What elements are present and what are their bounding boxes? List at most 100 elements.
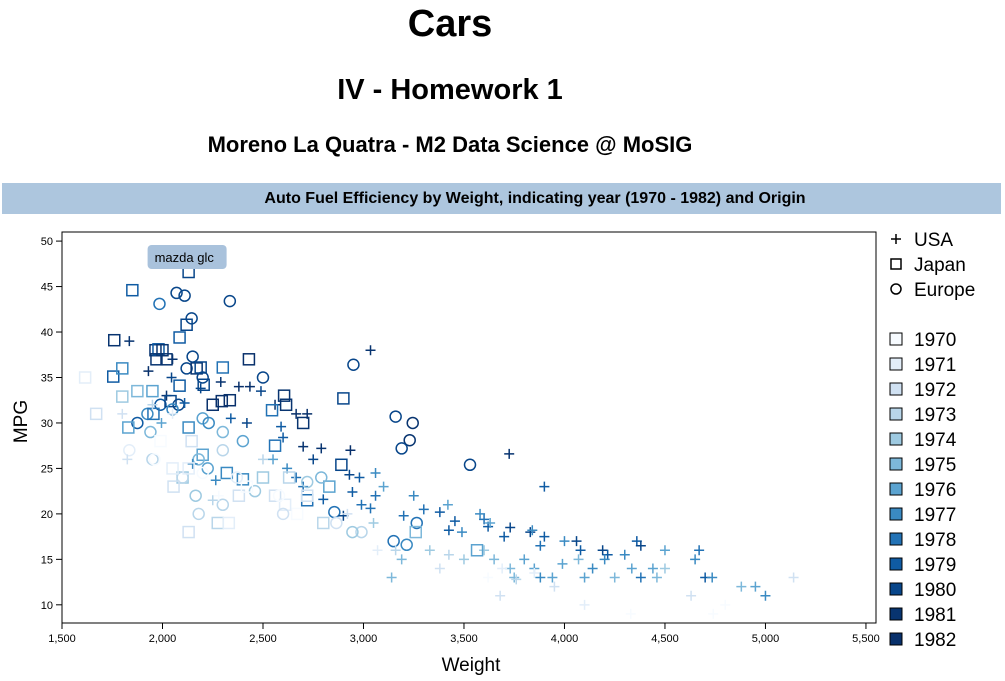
x-tick: 1,500 (48, 623, 76, 645)
usa-point (278, 432, 289, 443)
y-tick-label: 40 (41, 327, 53, 339)
usa-point (479, 514, 490, 525)
usa-point (659, 563, 670, 574)
usa-point (535, 572, 546, 583)
usa-point (635, 572, 646, 583)
x-tick: 2,000 (149, 623, 176, 645)
usa-point (233, 381, 244, 392)
usa-point (244, 381, 255, 392)
y-axis: 10 15 20 25 30 35 40 45 50 (41, 236, 62, 612)
y-tick: 25 (41, 463, 62, 475)
y-tick: 45 (41, 282, 62, 294)
year-swatch (889, 607, 903, 621)
x-axis-label: Weight (442, 655, 502, 676)
legend-item-year-1980: 1980 (889, 580, 956, 601)
year-swatch (889, 357, 903, 371)
page-title: Cars (407, 3, 493, 45)
usa-point (626, 563, 637, 574)
legend-item-year-1979: 1979 (889, 555, 956, 576)
legend-label: 1979 (914, 555, 956, 576)
chart-title: Auto Fuel Efficiency by Weight, indicati… (264, 190, 806, 207)
europe-point (248, 484, 262, 498)
europe-point (403, 433, 416, 447)
usa-point (167, 408, 178, 419)
japan-point (182, 525, 195, 539)
x-tick-label: 4,000 (551, 633, 579, 645)
japan-point (152, 343, 165, 356)
europe-point (347, 358, 360, 372)
europe-point (395, 442, 408, 455)
usa-point (396, 554, 407, 565)
europe-point (170, 286, 183, 300)
usa-point (489, 554, 500, 565)
usa-point (547, 572, 558, 583)
plot-frame (61, 231, 877, 624)
japan-point (277, 389, 291, 402)
japan-point (236, 473, 250, 486)
x-tick-label: 3,000 (350, 633, 378, 645)
japan-point (197, 378, 210, 392)
europe-point (276, 507, 290, 521)
usa-point (443, 549, 454, 560)
x-tick-label: 5,500 (852, 633, 880, 645)
usa-point (509, 572, 520, 583)
x-tick-label: 1,500 (48, 633, 76, 645)
usa-point (619, 549, 630, 560)
usa-point (398, 510, 409, 521)
japan-point (300, 489, 314, 502)
legend-label: 1974 (914, 430, 957, 451)
europe-point (400, 538, 413, 552)
europe-point (300, 475, 314, 489)
europe-point (410, 516, 423, 530)
usa-point (504, 448, 515, 459)
japan-point (182, 462, 195, 475)
usa-point (579, 572, 590, 583)
legend-item-year-1972: 1972 (889, 380, 956, 401)
japan-point (409, 525, 422, 539)
europe-point (330, 516, 343, 530)
europe-point (406, 416, 419, 430)
japan-point (268, 439, 282, 452)
usa-point (549, 581, 560, 592)
usa-point (424, 545, 435, 556)
japan-point (107, 370, 120, 383)
tooltip: mazda glc (147, 245, 227, 270)
japan-point (337, 392, 350, 405)
japan-point (78, 371, 92, 384)
usa-point (788, 572, 799, 583)
legend-label: 1981 (914, 605, 956, 626)
x-axis: 1,500 2,000 2,500 3,000 3,500 4,000 4,500 5,000… (48, 623, 880, 645)
usa-point (690, 554, 701, 565)
usa-point (408, 490, 419, 501)
legend-item-year-1975: 1975 (889, 455, 956, 476)
usa-point (475, 508, 486, 519)
legend-item-year-1982: 1982 (889, 630, 956, 651)
points-layer (78, 265, 799, 619)
square-icon (890, 258, 902, 270)
japan-point (116, 390, 129, 403)
usa-point (571, 536, 582, 547)
year-swatch (889, 582, 903, 596)
japan-point (470, 544, 484, 557)
europe-point (178, 289, 191, 302)
usa-point (147, 399, 158, 410)
usa-point (418, 504, 429, 515)
usa-point (368, 517, 379, 528)
legend-label: USA (914, 230, 953, 251)
usa-point (344, 469, 355, 480)
y-tick-label: 30 (41, 418, 53, 430)
usa-point (527, 525, 538, 536)
legend-label: 1977 (914, 505, 956, 526)
legend-label: 1971 (914, 355, 956, 376)
year-swatch (889, 557, 903, 571)
legend-label: 1973 (914, 405, 956, 426)
japan-point (215, 394, 229, 408)
usa-point (241, 417, 252, 428)
europe-point (355, 525, 368, 539)
usa-point (707, 572, 718, 583)
usa-point (365, 503, 376, 514)
year-swatch (889, 482, 903, 496)
europe-point (328, 505, 341, 519)
usa-point (434, 563, 445, 574)
legend-label: 1975 (914, 455, 956, 476)
